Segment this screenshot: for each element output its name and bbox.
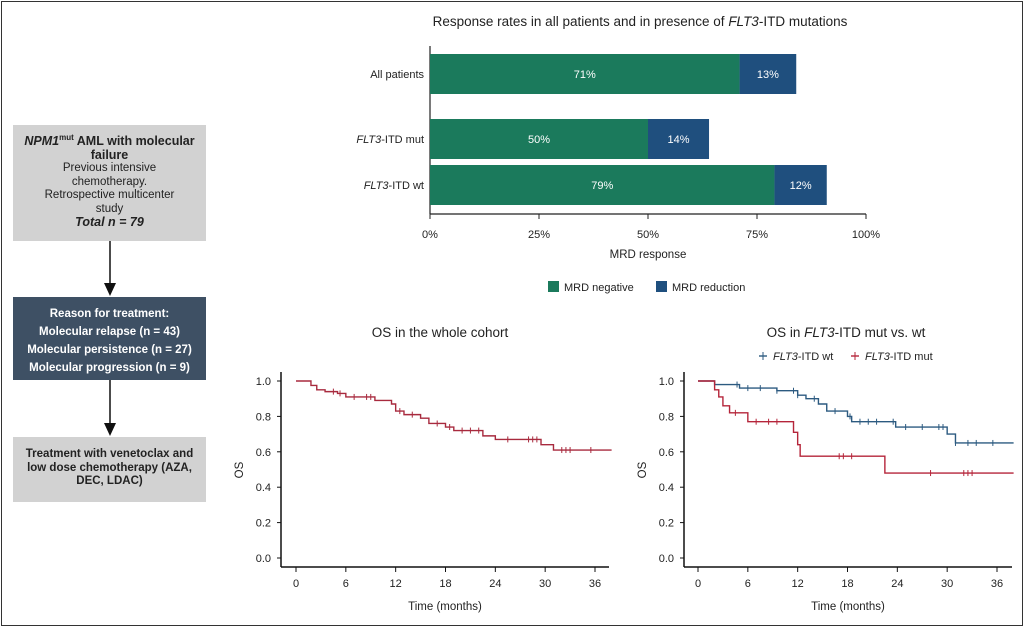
km-curve <box>296 380 612 451</box>
reason-item: Molecular progression (n = 9) <box>29 362 190 374</box>
flow-arrow <box>104 241 116 296</box>
cohort-line-2: Retrospective multicenter study <box>44 189 175 215</box>
km-x-tick-label: 18 <box>841 578 853 590</box>
km-y-tick-label: 1.0 <box>256 376 271 388</box>
km-y-tick-label: 0.6 <box>659 447 674 459</box>
bar-mrd-reduction <box>648 119 710 159</box>
km-curve <box>698 380 1014 474</box>
legend-label: MRD negative <box>564 282 634 294</box>
km-x-axis-label: Time (months) <box>408 601 482 613</box>
km2-title: OS in FLT3-ITD mut vs. wt <box>767 325 926 340</box>
cohort-line-1: Previous intensive chemotherapy. <box>62 162 157 188</box>
km-x-tick-label: 0 <box>293 578 299 590</box>
bar-data-label: 12% <box>790 180 812 192</box>
bar-data-label: 14% <box>668 134 690 146</box>
bar-mrd-negative <box>430 119 648 159</box>
bar-mrd-negative <box>430 165 775 205</box>
reason-box: Reason for treatment: Molecular relapse … <box>13 297 206 380</box>
bar-x-tick-label: 25% <box>528 229 550 241</box>
km-x-tick-label: 30 <box>539 578 551 590</box>
km-y-axis-label: OS <box>234 461 246 478</box>
km-y-tick-label: 0.0 <box>659 553 674 565</box>
bar-category-label: FLT3-ITD wt <box>364 180 424 192</box>
reason-heading: Reason for treatment: <box>49 308 170 320</box>
km-y-tick-label: 0.0 <box>256 553 271 565</box>
km-x-tick-label: 36 <box>991 578 1003 590</box>
legend-swatch <box>656 281 667 292</box>
km-y-axis-label: OS <box>637 461 649 478</box>
legend-label: MRD reduction <box>672 282 745 294</box>
legend-swatch <box>548 281 559 292</box>
bar-x-tick-label: 0% <box>422 229 438 241</box>
km-y-tick-label: 0.4 <box>659 482 674 494</box>
km-y-tick-label: 0.8 <box>659 411 674 423</box>
km-x-tick-label: 24 <box>891 578 903 590</box>
bar-x-axis-label: MRD response <box>610 249 687 261</box>
km-y-tick-label: 0.6 <box>256 447 271 459</box>
bar-chart-title: Response rates in all patients and in pr… <box>433 14 848 29</box>
km-x-tick-label: 24 <box>489 578 501 590</box>
km-x-tick-label: 12 <box>390 578 402 590</box>
flow-arrow <box>104 380 116 436</box>
km-x-axis-label: Time (months) <box>811 601 885 613</box>
km-y-tick-label: 0.2 <box>256 518 271 530</box>
km-curve <box>698 380 1014 444</box>
gene-name: NPM1 <box>24 134 60 149</box>
cohort-box: NPM1mut AML with molecular failure Previ… <box>13 125 206 241</box>
legend-label: FLT3-ITD wt <box>773 351 833 363</box>
km-x-tick-label: 30 <box>941 578 953 590</box>
treatment-box: Treatment with venetoclax and low dose c… <box>13 437 206 502</box>
km-y-tick-label: 1.0 <box>659 376 674 388</box>
km-x-tick-label: 36 <box>589 578 601 590</box>
bar-category-label: All patients <box>370 69 424 81</box>
bar-category-label: FLT3-ITD mut <box>356 134 424 146</box>
bar-mrd-reduction <box>739 54 797 94</box>
bar-data-label: 13% <box>757 69 779 81</box>
bar-x-tick-label: 75% <box>746 229 768 241</box>
km1-title: OS in the whole cohort <box>372 325 509 340</box>
km-x-tick-label: 6 <box>343 578 349 590</box>
km-y-tick-label: 0.2 <box>659 518 674 530</box>
bar-mrd-negative <box>430 54 740 94</box>
bar-data-label: 79% <box>591 180 613 192</box>
reason-item: Molecular persistence (n = 27) <box>27 344 192 356</box>
gene-superscript: mut <box>59 133 74 142</box>
bar-data-label: 50% <box>528 134 550 146</box>
km-y-tick-label: 0.4 <box>256 482 271 494</box>
km-y-tick-label: 0.8 <box>256 411 271 423</box>
cohort-title: AML with molecular failure <box>73 134 195 162</box>
legend-label: FLT3-ITD mut <box>865 351 933 363</box>
km-x-tick-label: 6 <box>745 578 751 590</box>
cohort-total: Total n = 79 <box>75 215 144 230</box>
bar-data-label: 71% <box>574 69 596 81</box>
bar-x-tick-label: 100% <box>852 229 880 241</box>
treatment-text: Treatment with venetoclax and low dose c… <box>25 448 194 487</box>
km-x-tick-label: 12 <box>792 578 804 590</box>
km-x-tick-label: 0 <box>695 578 701 590</box>
km-x-tick-label: 18 <box>439 578 451 590</box>
reason-item: Molecular relapse (n = 43) <box>39 326 180 338</box>
bar-mrd-reduction <box>774 165 827 205</box>
bar-x-tick-label: 50% <box>637 229 659 241</box>
